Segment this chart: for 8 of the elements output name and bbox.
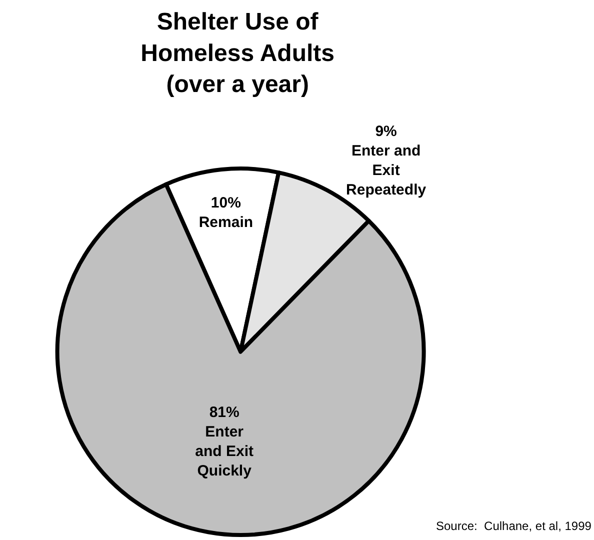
slice-label: Enter and Exit Repeatedly: [346, 142, 427, 199]
data-label: 81%: [209, 404, 240, 422]
source-note: Source: Culhane, et al, 1999: [436, 519, 592, 533]
slice-label: Enter and Exit Quickly: [195, 424, 254, 480]
slice-label: Remain: [198, 214, 254, 231]
data-label: 10%: [210, 194, 241, 212]
chart-title: Shelter Use of Homeless Adults (over a year): [140, 8, 335, 98]
data-label: 9%: [375, 123, 397, 140]
